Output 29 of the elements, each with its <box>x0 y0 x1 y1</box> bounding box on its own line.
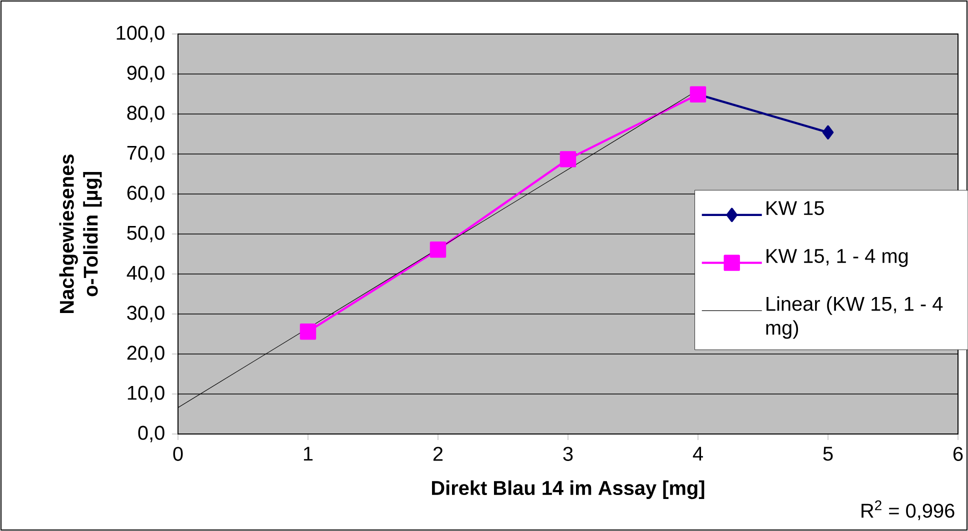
x-axis-title: Direkt Blau 14 im Assay [mg] <box>432 480 704 500</box>
x-tick-label: 3 <box>563 446 573 461</box>
x-tick-label: 0 <box>173 446 183 461</box>
point <box>300 324 316 340</box>
x-tick-label: 4 <box>692 446 703 461</box>
y-axis-title: Nachgewiesenes o-Tolidin [µg] <box>59 154 102 313</box>
legend-label: KW 15 <box>766 201 824 216</box>
y-tick-label: 100,0 <box>116 26 164 42</box>
y-tick-label: 80,0 <box>127 106 164 122</box>
legend-label: KW 15, 1 - 4 mg <box>766 249 908 267</box>
y-tick-label: 10,0 <box>128 386 164 402</box>
x-tick-label: 6 <box>953 446 963 461</box>
point <box>822 125 834 140</box>
x-tick-label: 5 <box>823 446 833 461</box>
point <box>560 151 576 168</box>
y-tick-label: 60,0 <box>127 186 164 202</box>
y-tick-label: 50,0 <box>127 226 164 242</box>
point <box>430 242 446 258</box>
y-tick-label: 70,0 <box>127 146 164 162</box>
legend-label: Linear (KW 15, 1 - 4 mg) <box>766 296 943 339</box>
text: R$^{2}$ = 0,996 <box>862 500 954 520</box>
y-tick-label: 20,0 <box>127 346 164 362</box>
y-tick-label: 30,0 <box>127 306 164 322</box>
x-tick-label: 2 <box>433 446 443 461</box>
point <box>690 86 706 102</box>
y-tick-label: 90,0 <box>127 66 164 82</box>
y-tick-label: 40,0 <box>126 266 164 282</box>
x-tick-label: 1 <box>304 446 313 461</box>
y-tick-label: 0,0 <box>138 426 164 442</box>
